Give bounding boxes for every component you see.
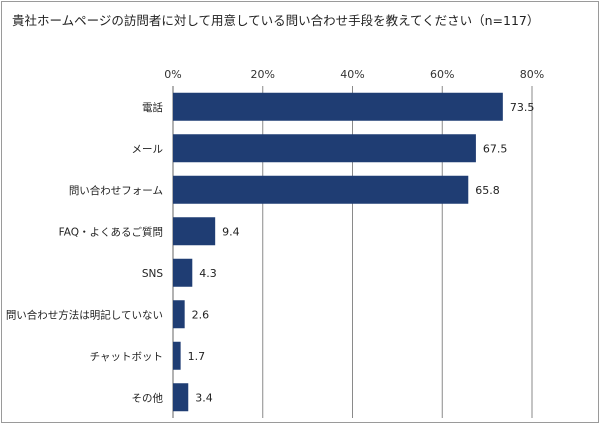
x-tick-label: 80% xyxy=(520,68,544,81)
category-label: その他 xyxy=(132,391,164,404)
category-label: メール xyxy=(132,143,164,155)
category-label: FAQ・よくあるご質問 xyxy=(59,225,163,238)
bar xyxy=(173,134,476,163)
x-tick-label: 0% xyxy=(164,68,181,81)
category-label: 問い合わせフォーム xyxy=(69,184,163,197)
data-label: 73.5 xyxy=(510,101,535,114)
data-label: 1.7 xyxy=(188,350,206,363)
x-tick-label: 20% xyxy=(251,68,275,81)
data-label: 2.6 xyxy=(192,308,210,321)
bar xyxy=(173,217,216,246)
bar xyxy=(173,175,469,204)
data-label: 4.3 xyxy=(199,267,217,280)
x-tick-label: 40% xyxy=(340,68,364,81)
bar xyxy=(173,383,189,412)
chart-title: 貴社ホームページの訪問者に対して用意している問い合わせ手段を教えてください（n=… xyxy=(12,13,540,28)
data-label: 65.8 xyxy=(475,184,500,197)
data-label: 67.5 xyxy=(483,142,508,155)
bar xyxy=(173,341,181,370)
data-label: 3.4 xyxy=(195,391,213,404)
x-tick-label: 60% xyxy=(430,68,454,81)
category-label: 電話 xyxy=(142,101,163,114)
bar xyxy=(173,300,185,329)
category-label: SNS xyxy=(142,268,164,280)
data-label: 9.4 xyxy=(222,225,240,238)
category-label: 問い合わせ方法は明記していない xyxy=(6,308,163,321)
bar xyxy=(173,92,503,121)
bar xyxy=(173,258,193,287)
category-label: チャットボット xyxy=(90,351,163,363)
